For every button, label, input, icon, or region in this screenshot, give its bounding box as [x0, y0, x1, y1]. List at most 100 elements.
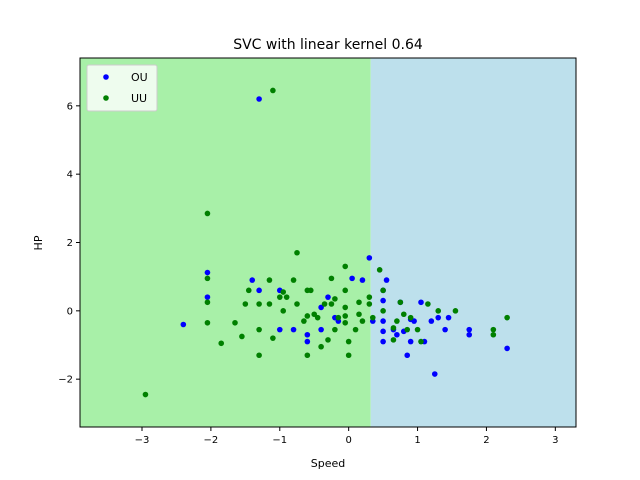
legend: OU UU	[86, 64, 158, 112]
point-uu	[342, 304, 349, 311]
point-uu	[332, 326, 338, 333]
point-uu	[311, 311, 318, 318]
point-uu	[245, 287, 252, 294]
legend-label-uu: UU	[131, 92, 147, 105]
point-ou	[380, 297, 386, 304]
point-uu	[304, 313, 311, 319]
point-uu	[490, 331, 497, 338]
point-ou	[256, 287, 262, 294]
point-uu	[218, 340, 225, 347]
point-uu	[270, 335, 276, 341]
y-tick-label: 0	[67, 306, 73, 317]
point-ou	[318, 304, 324, 311]
point-uu	[242, 301, 249, 307]
point-ou	[442, 326, 448, 333]
point-uu	[294, 301, 300, 307]
point-uu	[397, 299, 404, 306]
point-ou	[445, 314, 452, 321]
point-uu	[366, 301, 373, 307]
point-uu	[328, 301, 335, 307]
x-tick-label: 1	[414, 435, 420, 446]
point-uu	[256, 352, 262, 359]
point-ou	[404, 352, 411, 359]
point-uu	[345, 338, 352, 345]
point-ou	[304, 331, 311, 338]
point-uu	[290, 277, 297, 283]
point-uu	[345, 352, 352, 359]
point-ou	[466, 326, 473, 333]
point-uu	[452, 308, 459, 314]
point-uu	[400, 311, 407, 318]
point-ou	[290, 326, 297, 333]
point-ou	[380, 338, 386, 345]
point-ou	[380, 318, 386, 324]
point-ou	[407, 338, 414, 345]
point-uu	[318, 343, 324, 350]
x-tick-label: 2	[483, 435, 489, 446]
data-points	[142, 87, 510, 398]
point-uu	[342, 263, 349, 270]
point-uu	[407, 314, 414, 321]
point-uu	[356, 299, 362, 306]
legend-marker-uu	[103, 95, 109, 101]
point-uu	[266, 277, 273, 283]
point-ou	[504, 345, 510, 352]
point-ou	[325, 294, 331, 300]
point-uu	[256, 301, 262, 307]
decision-regions	[80, 58, 576, 427]
point-ou	[431, 371, 438, 377]
legend-label-ou: OU	[131, 71, 148, 84]
x-tick-label: −2	[204, 435, 219, 446]
point-uu	[342, 287, 349, 294]
point-uu	[270, 87, 276, 94]
point-uu	[283, 294, 290, 300]
point-uu	[204, 319, 211, 326]
x-tick-label: −3	[135, 435, 150, 446]
point-uu	[380, 308, 386, 314]
chart-title: SVC with linear kernel 0.64	[233, 37, 423, 53]
point-uu	[321, 301, 328, 307]
point-uu	[239, 333, 245, 340]
point-uu	[404, 326, 411, 333]
point-ou	[466, 331, 473, 338]
point-uu	[325, 337, 331, 343]
point-ou	[249, 277, 256, 283]
point-uu	[301, 318, 307, 324]
point-uu	[369, 314, 376, 321]
point-ou	[276, 326, 283, 333]
x-tick-label: 3	[552, 435, 558, 446]
point-uu	[342, 319, 349, 326]
region-left	[80, 58, 371, 427]
point-uu	[390, 337, 397, 343]
y-axis-label: HP	[32, 235, 45, 250]
x-axis-label: Speed	[311, 457, 345, 470]
y-axis: −2 0 2 4 6	[58, 101, 80, 386]
x-axis: −3 −2 −1 0 1 2 3	[135, 427, 559, 446]
point-uu	[366, 294, 373, 300]
x-tick-label: 0	[345, 435, 351, 446]
point-uu	[380, 287, 386, 294]
point-uu	[256, 326, 262, 333]
point-uu	[394, 318, 400, 324]
point-ou	[304, 338, 311, 345]
y-tick-label: 2	[67, 238, 73, 249]
point-ou	[435, 314, 442, 321]
legend-marker-ou	[103, 74, 109, 80]
point-uu	[335, 314, 342, 321]
x-tick-label: −1	[272, 435, 287, 446]
point-ou	[380, 328, 386, 335]
point-ou	[204, 294, 211, 300]
point-ou	[349, 275, 355, 282]
y-tick-label: −2	[58, 375, 73, 386]
point-uu	[280, 289, 287, 295]
point-uu	[356, 311, 362, 318]
point-ou	[418, 299, 424, 306]
point-uu	[414, 326, 421, 333]
point-uu	[204, 210, 211, 217]
point-uu	[204, 299, 211, 306]
point-ou	[204, 269, 211, 276]
point-ou	[366, 255, 373, 261]
point-ou	[318, 326, 324, 333]
point-uu	[294, 249, 300, 256]
